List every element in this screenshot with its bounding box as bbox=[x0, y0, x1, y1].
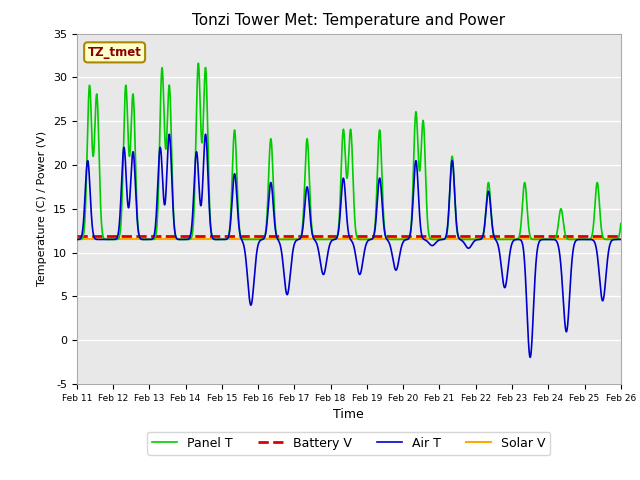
Title: Tonzi Tower Met: Temperature and Power: Tonzi Tower Met: Temperature and Power bbox=[192, 13, 506, 28]
Legend: Panel T, Battery V, Air T, Solar V: Panel T, Battery V, Air T, Solar V bbox=[147, 432, 550, 455]
Text: TZ_tmet: TZ_tmet bbox=[88, 46, 141, 59]
Y-axis label: Temperature (C) / Power (V): Temperature (C) / Power (V) bbox=[37, 131, 47, 287]
X-axis label: Time: Time bbox=[333, 408, 364, 421]
